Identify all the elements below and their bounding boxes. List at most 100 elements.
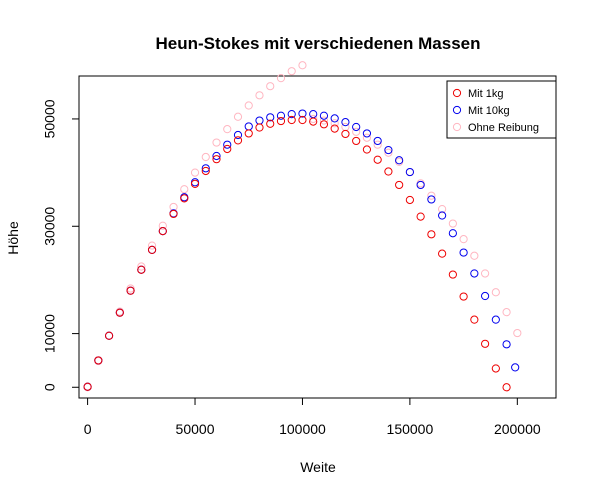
point-mit-10kg bbox=[448, 229, 457, 238]
point-mit-10kg bbox=[427, 195, 436, 204]
point-mit-10kg bbox=[287, 110, 296, 119]
point-mit-10kg bbox=[276, 111, 286, 120]
point-mit-1kg bbox=[470, 315, 479, 324]
point-mit-10kg bbox=[201, 164, 210, 173]
point-mit-10kg bbox=[266, 113, 275, 122]
data-points bbox=[83, 61, 522, 392]
point-ohne-reibung bbox=[126, 284, 135, 293]
point-mit-10kg bbox=[502, 340, 511, 349]
point-mit-1kg bbox=[373, 155, 382, 164]
point-mit-1kg bbox=[352, 136, 361, 146]
point-ohne-reibung bbox=[438, 204, 447, 214]
point-ohne-reibung bbox=[502, 308, 511, 317]
point-mit-10kg bbox=[438, 211, 447, 220]
point-mit-1kg bbox=[491, 364, 500, 373]
point-mit-1kg bbox=[459, 292, 468, 301]
point-mit-10kg bbox=[212, 151, 221, 161]
point-mit-1kg bbox=[502, 383, 511, 392]
point-mit-1kg bbox=[255, 123, 264, 132]
point-mit-1kg bbox=[416, 212, 425, 221]
point-ohne-reibung bbox=[190, 168, 200, 177]
point-mit-10kg bbox=[470, 269, 479, 278]
point-mit-10kg bbox=[309, 110, 318, 119]
legend-label-mit-1kg: Mit 1kg bbox=[468, 88, 503, 100]
point-ohne-reibung bbox=[373, 140, 382, 149]
point-ohne-reibung bbox=[298, 61, 307, 70]
point-mit-10kg bbox=[319, 111, 329, 120]
point-mit-1kg bbox=[362, 145, 372, 154]
x-tick-label: 0 bbox=[84, 421, 92, 437]
point-ohne-reibung bbox=[244, 101, 253, 110]
point-mit-1kg bbox=[319, 120, 329, 129]
point-mit-1kg bbox=[147, 245, 157, 254]
point-mit-1kg bbox=[233, 136, 243, 145]
point-mit-10kg bbox=[190, 178, 200, 187]
point-mit-10kg bbox=[298, 109, 307, 118]
point-ohne-reibung bbox=[212, 138, 221, 147]
x-axis: 0 50000 100000 150000 200000 bbox=[84, 397, 541, 437]
point-ohne-reibung bbox=[427, 191, 436, 200]
point-mit-1kg bbox=[276, 116, 286, 126]
y-tick-label: 50000 bbox=[42, 99, 58, 138]
point-mit-1kg bbox=[169, 209, 178, 219]
point-ohne-reibung bbox=[147, 241, 157, 250]
point-mit-10kg bbox=[223, 140, 232, 149]
point-mit-10kg bbox=[330, 114, 339, 123]
y-tick-label: 30000 bbox=[42, 207, 58, 246]
point-ohne-reibung bbox=[448, 219, 457, 228]
legend-marker-ohne-reibung bbox=[452, 122, 462, 132]
point-mit-1kg bbox=[212, 155, 221, 164]
point-mit-1kg bbox=[126, 286, 135, 295]
point-mit-1kg bbox=[190, 179, 200, 188]
point-mit-1kg bbox=[384, 167, 393, 176]
chart-title: Heun-Stokes mit verschiedenen Massen bbox=[155, 34, 480, 53]
point-mit-1kg bbox=[287, 115, 296, 125]
point-mit-1kg bbox=[104, 331, 114, 340]
point-mit-10kg bbox=[233, 130, 243, 140]
point-mit-1kg bbox=[309, 117, 318, 126]
legend: Mit 1kg Mit 10kg Ohne Reibung bbox=[446, 80, 557, 139]
point-ohne-reibung bbox=[158, 221, 167, 230]
y-tick-label: 0 bbox=[42, 383, 58, 391]
point-mit-10kg bbox=[384, 145, 393, 155]
point-mit-1kg bbox=[223, 144, 232, 154]
point-mit-10kg bbox=[244, 122, 253, 131]
y-axis: 0 10000 30000 50000 bbox=[42, 99, 80, 391]
point-ohne-reibung bbox=[352, 127, 361, 136]
point-ohne-reibung bbox=[266, 82, 275, 91]
point-mit-1kg bbox=[330, 124, 339, 133]
point-mit-1kg bbox=[266, 119, 275, 128]
point-ohne-reibung bbox=[459, 235, 468, 244]
point-mit-1kg bbox=[94, 356, 103, 365]
point-ohne-reibung bbox=[384, 148, 393, 157]
point-ohne-reibung bbox=[480, 269, 490, 278]
point-ohne-reibung bbox=[395, 157, 404, 166]
y-tick-label: 10000 bbox=[42, 314, 58, 353]
point-mit-1kg bbox=[298, 115, 307, 125]
point-ohne-reibung bbox=[470, 251, 479, 260]
point-mit-10kg bbox=[480, 291, 490, 301]
point-ohne-reibung bbox=[223, 125, 232, 134]
point-mit-1kg bbox=[405, 195, 414, 205]
point-mit-1kg bbox=[83, 382, 92, 391]
point-mit-1kg bbox=[395, 180, 404, 190]
legend-marker-mit-10kg bbox=[452, 105, 462, 115]
x-tick-label: 150000 bbox=[387, 421, 434, 437]
point-ohne-reibung bbox=[319, 116, 329, 125]
point-ohne-reibung bbox=[255, 91, 264, 100]
point-mit-1kg bbox=[448, 270, 457, 279]
point-ohne-reibung bbox=[513, 328, 522, 338]
point-ohne-reibung bbox=[137, 262, 146, 271]
point-ohne-reibung bbox=[233, 112, 243, 121]
y-axis-label: Höhe bbox=[5, 221, 21, 255]
point-mit-1kg bbox=[180, 194, 189, 203]
legend-label-ohne-reibung: Ohne Reibung bbox=[468, 122, 539, 134]
point-mit-10kg bbox=[395, 156, 404, 165]
point-ohne-reibung bbox=[416, 179, 425, 188]
point-mit-10kg bbox=[416, 180, 425, 190]
point-mit-10kg bbox=[352, 122, 361, 132]
point-mit-10kg bbox=[459, 248, 468, 257]
point-mit-10kg bbox=[362, 129, 372, 138]
